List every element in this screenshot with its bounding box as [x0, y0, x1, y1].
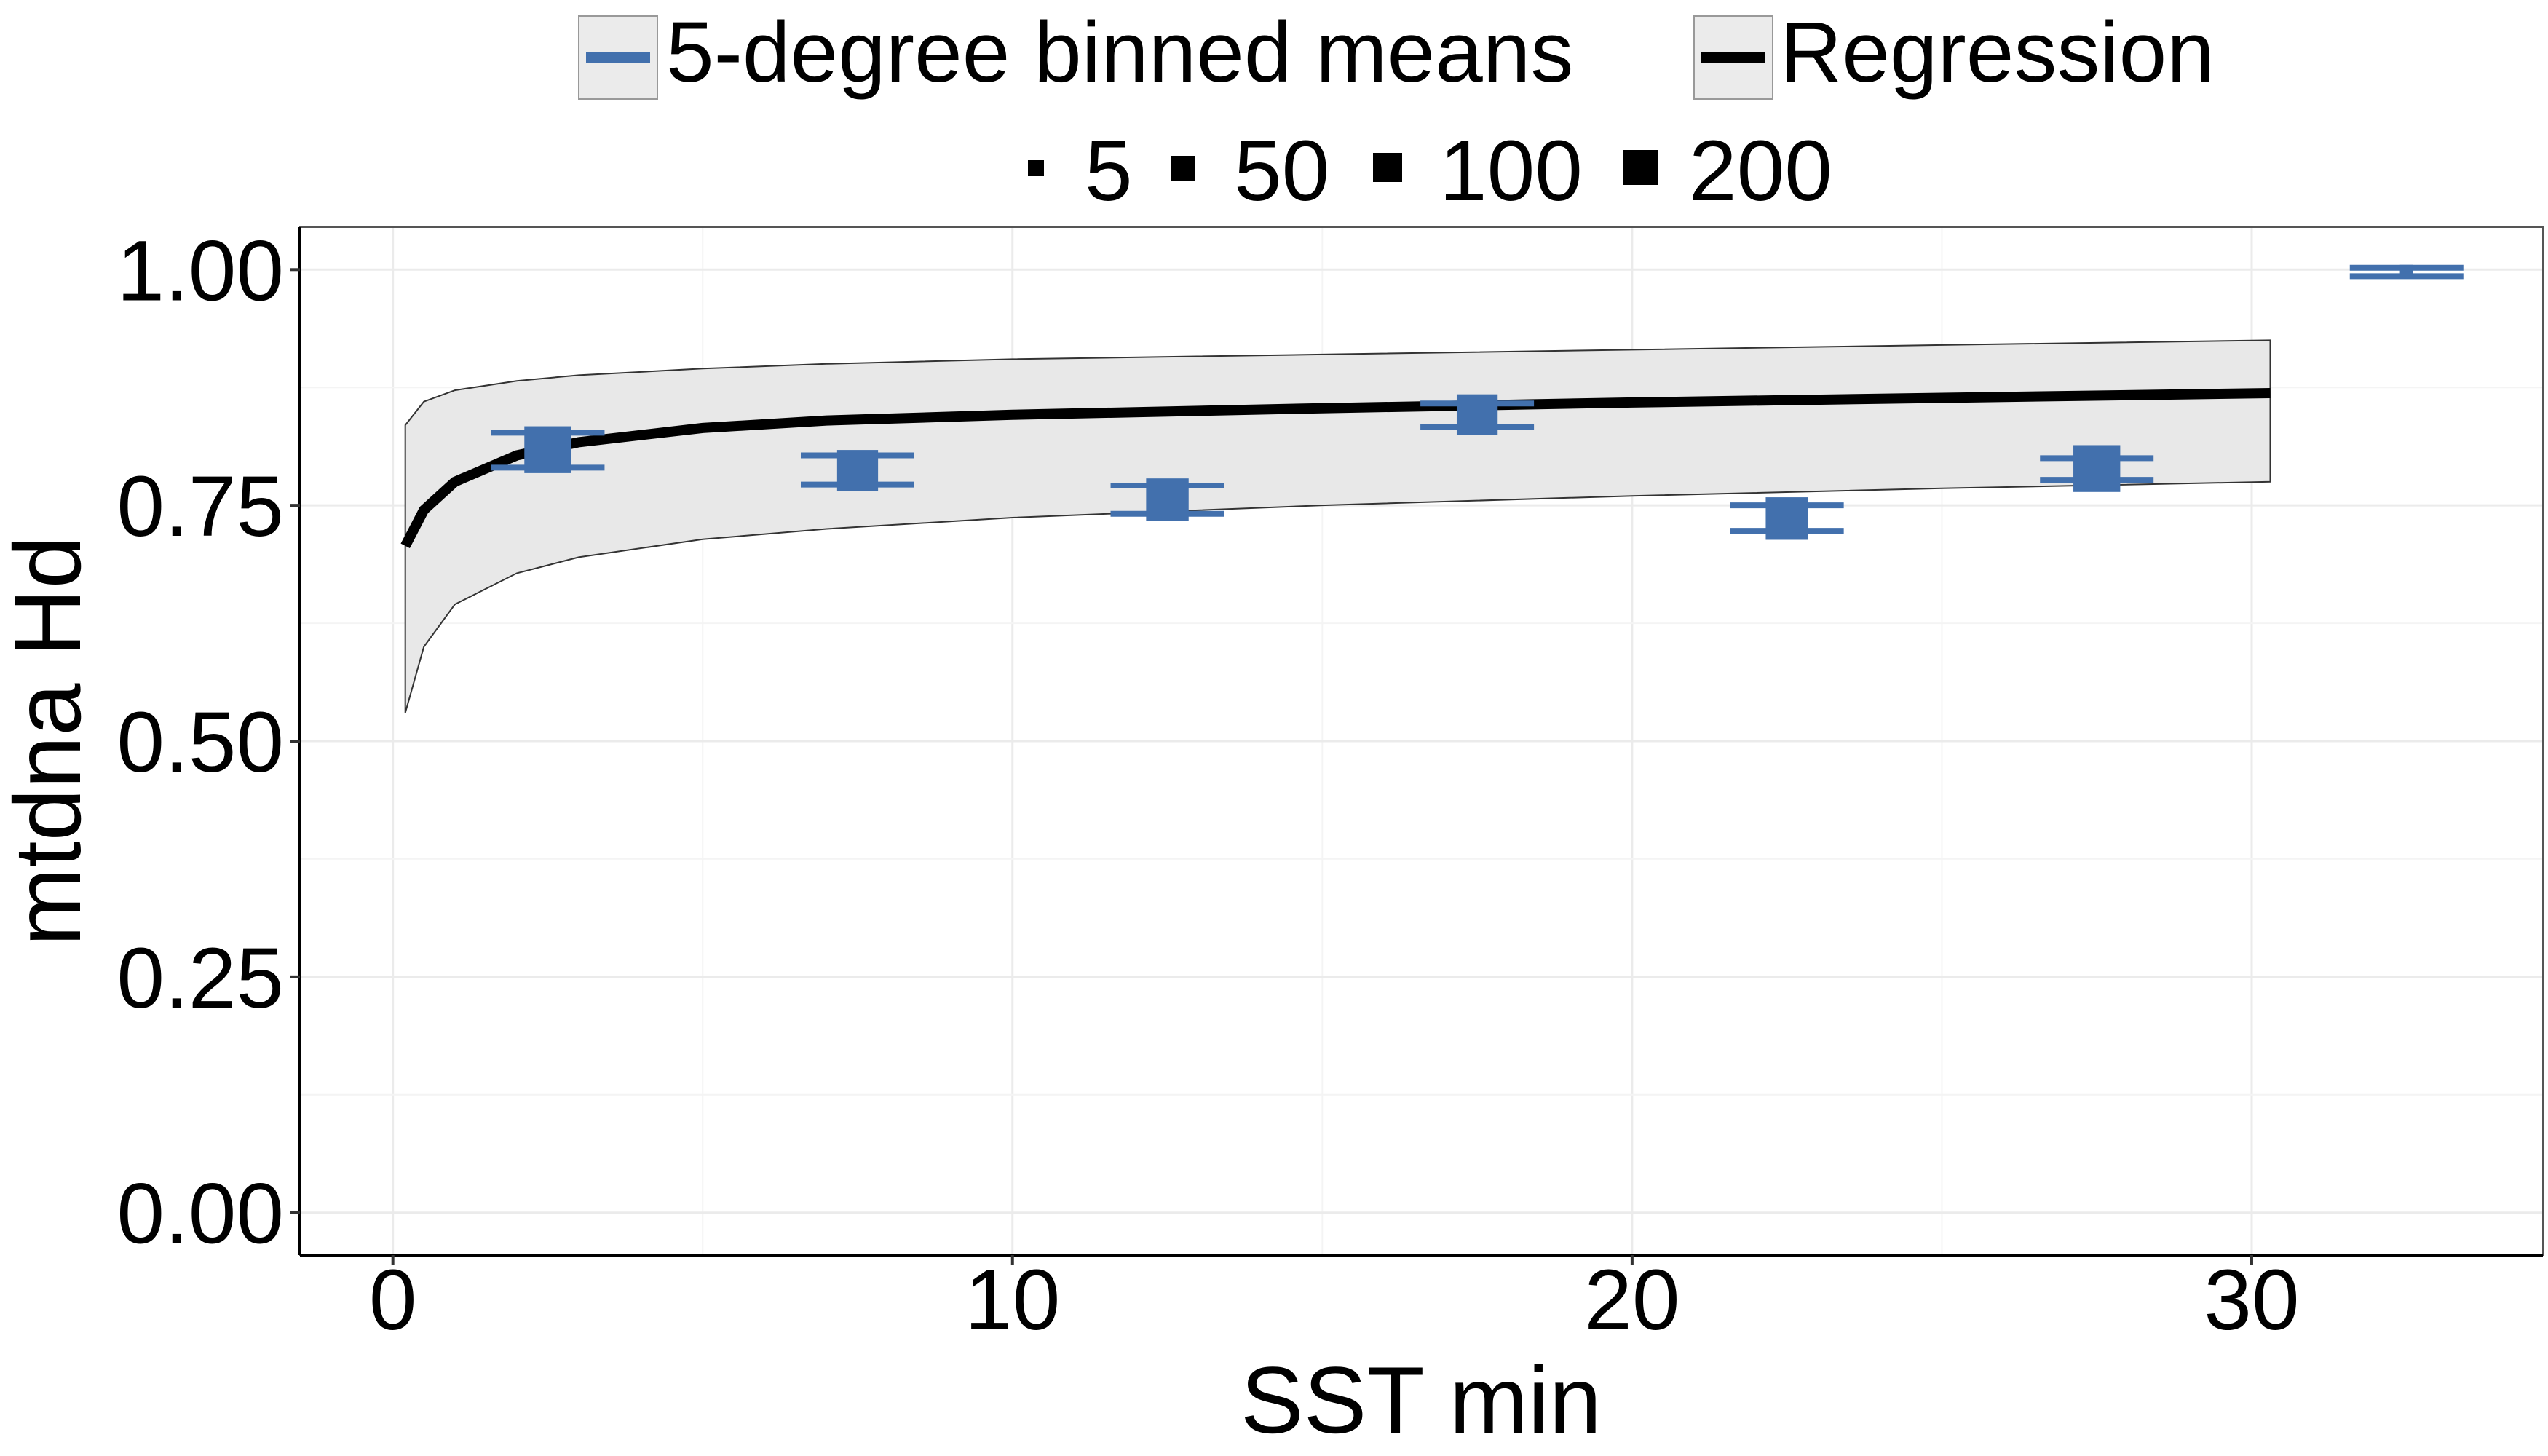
mean-marker [1146, 478, 1189, 521]
confidence-band [404, 339, 2271, 713]
legend-size-key-200 [1623, 150, 1658, 185]
binned-mean-1 [800, 450, 914, 491]
binned-mean-3 [1420, 394, 1535, 435]
binned-mean-4 [1730, 497, 1844, 540]
legend-size-key-5 [1028, 160, 1044, 176]
gridlines [300, 227, 2543, 1255]
mean-marker [1765, 497, 1808, 540]
x-axis-title: SST min [1241, 1347, 1602, 1453]
mean-marker [836, 450, 879, 491]
x-tick-label: 10 [965, 1252, 1060, 1348]
y-tick-label: 1.00 [116, 223, 284, 319]
legend-label-binned-means: 5-degree binned means [666, 4, 1573, 100]
y-axis-title: mtdna Hd [0, 536, 100, 946]
binned-mean-6 [2349, 264, 2464, 280]
binned-mean-2 [1110, 478, 1224, 521]
x-tick-label: 20 [1584, 1252, 1679, 1348]
axis-ticks: 0 10 20 30 0.00 0.25 0.50 0.75 1.00 [116, 223, 2299, 1348]
legend-size-label-5: 5 [1085, 123, 1133, 219]
binned-mean-0 [491, 426, 605, 473]
binned-means [491, 264, 2464, 540]
plot-panel: 0 10 20 30 0.00 0.25 0.50 0.75 1.00 [116, 223, 2544, 1348]
legend-label-regression: Regression [1780, 4, 2215, 100]
legend-size-label-200: 200 [1689, 123, 1832, 219]
mean-marker [524, 426, 571, 473]
y-tick-label: 0.75 [116, 459, 284, 555]
legend-size-key-50 [1171, 156, 1195, 181]
legend-size-label-100: 100 [1439, 123, 1583, 219]
y-tick-label: 0.00 [116, 1166, 284, 1262]
legend-size-label-50: 50 [1234, 123, 1329, 219]
x-tick-label: 30 [2204, 1252, 2299, 1348]
mean-marker [2073, 445, 2121, 492]
y-tick-label: 0.50 [116, 695, 284, 791]
mean-marker [1456, 394, 1498, 435]
x-tick-label: 0 [369, 1252, 417, 1348]
legend: 5-degree binned means Regression 5 50 10… [578, 4, 2215, 219]
y-tick-label: 0.25 [116, 930, 284, 1026]
mean-marker [2399, 264, 2413, 279]
legend-size-key-100 [1373, 153, 1402, 182]
binned-mean-5 [2040, 445, 2154, 492]
regression-line [400, 388, 2271, 549]
